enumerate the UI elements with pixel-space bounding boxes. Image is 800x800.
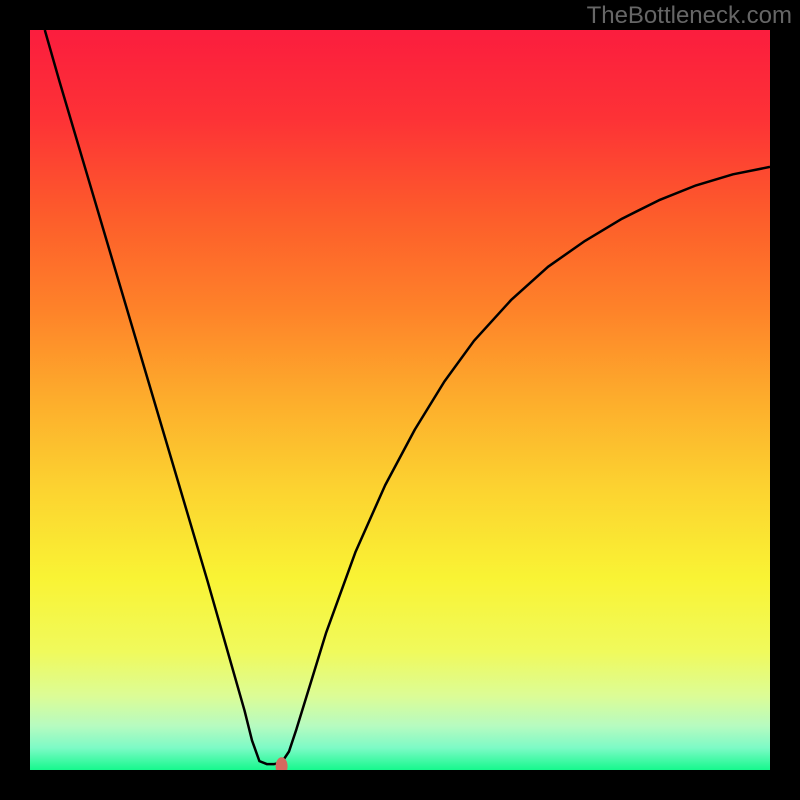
plot-area [30,30,770,770]
chart-svg [30,30,770,770]
watermark-text: TheBottleneck.com [587,2,792,30]
chart-container: TheBottleneck.com [0,0,800,800]
gradient-background [30,30,770,770]
